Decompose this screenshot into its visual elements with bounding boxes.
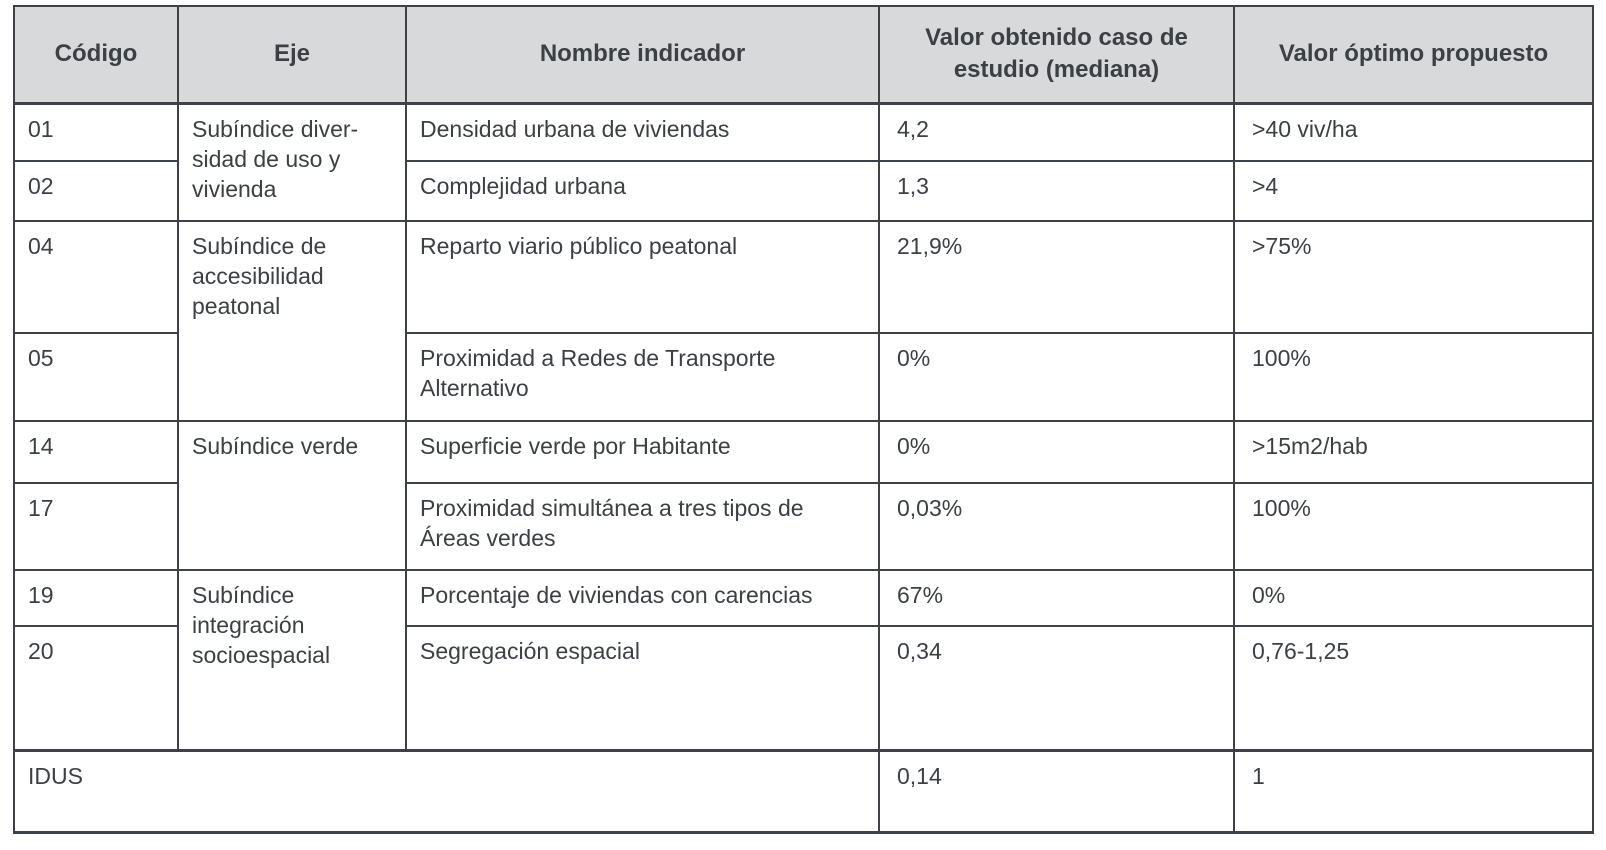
- valor-obtenido-cell: 67%: [878, 569, 1235, 627]
- column-header-eje: Eje: [177, 5, 407, 105]
- valor-optimo-cell: >40 viv/ha: [1233, 102, 1594, 162]
- valor-obtenido-cell: 0,03%: [878, 482, 1235, 571]
- table-row: 19 Subíndice integración socioespacial P…: [13, 569, 1594, 751]
- valor-obtenido-cell: 0%: [878, 420, 1235, 484]
- indicators-table: Código Eje Nombre indicador Valor obteni…: [13, 5, 1594, 834]
- indicador-cell: Densidad urbana de viviendas: [405, 102, 880, 162]
- valor-optimo-cell: 100%: [1233, 482, 1594, 571]
- indicador-cell: Porcentaje de viviendas con carencias: [405, 569, 880, 627]
- indicador-cell: Segregación espacial: [405, 625, 880, 751]
- summary-valor-optimo-cell: 1: [1233, 748, 1594, 833]
- valor-obtenido-cell: 0,34: [878, 625, 1235, 751]
- column-header-valor-optimo: Valor óptimo propuesto: [1233, 5, 1594, 105]
- summary-row: IDUS 0,14 1: [13, 748, 1594, 833]
- table-row: 04 Subíndice de accesibilidad peatonal R…: [13, 220, 1594, 422]
- valor-obtenido-cell: 4,2: [878, 102, 1235, 162]
- codigo-cell: 02: [13, 160, 179, 222]
- table-row: 02 Complejidad urbana 1,3 >4: [13, 160, 1594, 222]
- table-row: 17 Proximidad simultánea a tres tipos de…: [13, 482, 1594, 571]
- codigo-cell: 05: [13, 332, 179, 422]
- document-page: Código Eje Nombre indicador Valor obteni…: [13, 5, 1594, 834]
- valor-obtenido-cell: 0%: [878, 332, 1235, 422]
- indicador-cell: Superficie verde por Habitante: [405, 420, 880, 484]
- indicador-cell: Proximidad a Redes de Transporte Alterna…: [405, 332, 880, 422]
- eje-cell: Subíndice integración socioespacial: [177, 569, 407, 751]
- table-row: 20 Segregación espacial 0,34 0,76-1,25: [13, 625, 1594, 751]
- eje-cell: Subíndice verde: [177, 420, 407, 571]
- indicador-cell: Reparto viario público peatonal: [405, 220, 880, 334]
- indicador-cell: Complejidad urbana: [405, 160, 880, 222]
- table-row: 01 Subíndice diver- sidad de uso y vivie…: [13, 102, 1594, 222]
- table-row: 05 Proximidad a Redes de Transporte Alte…: [13, 332, 1594, 422]
- codigo-cell: 20: [13, 625, 179, 751]
- eje-cell: Subíndice diver- sidad de uso y vivienda: [177, 102, 407, 222]
- valor-optimo-cell: 0,76-1,25: [1233, 625, 1594, 751]
- valor-optimo-cell: 0%: [1233, 569, 1594, 627]
- codigo-cell: 04: [13, 220, 179, 334]
- valor-obtenido-cell: 1,3: [878, 160, 1235, 222]
- codigo-cell: 14: [13, 420, 179, 484]
- indicador-cell: Proximidad simultánea a tres tipos de Ár…: [405, 482, 880, 571]
- valor-optimo-cell: >4: [1233, 160, 1594, 222]
- codigo-cell: 01: [13, 102, 179, 162]
- codigo-cell: 17: [13, 482, 179, 571]
- valor-optimo-cell: >15m2/hab: [1233, 420, 1594, 484]
- valor-obtenido-cell: 21,9%: [878, 220, 1235, 334]
- codigo-cell: 19: [13, 569, 179, 627]
- valor-optimo-cell: 100%: [1233, 332, 1594, 422]
- column-header-valor-obtenido: Valor obtenido caso de estudio (mediana): [878, 5, 1235, 105]
- valor-optimo-cell: >75%: [1233, 220, 1594, 334]
- column-header-codigo: Código: [13, 5, 179, 105]
- header-row: Código Eje Nombre indicador Valor obteni…: [13, 5, 1594, 105]
- summary-label-cell: IDUS: [13, 748, 880, 833]
- column-header-indicador: Nombre indicador: [405, 5, 880, 105]
- eje-cell: Subíndice de accesibilidad peatonal: [177, 220, 407, 422]
- table-row: 14 Subíndice verde Superficie verde por …: [13, 420, 1594, 571]
- summary-valor-obtenido-cell: 0,14: [878, 748, 1235, 833]
